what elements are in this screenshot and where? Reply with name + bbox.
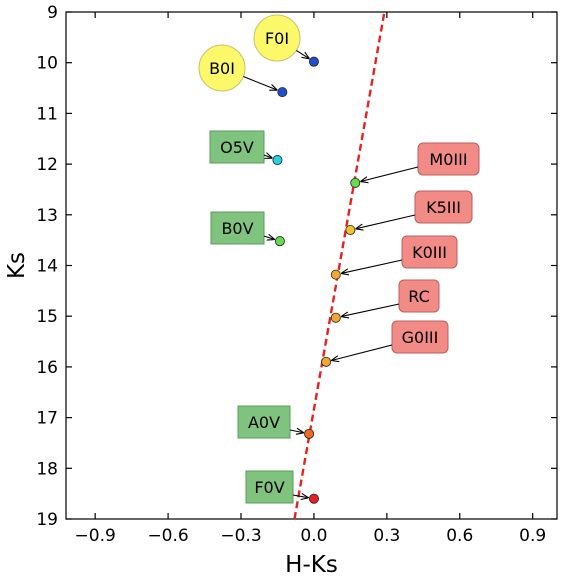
label-text-b0i: B0I [209, 59, 235, 78]
arrow-o5v [263, 155, 272, 158]
plot-area [65, 11, 558, 520]
annotation-g0iii: G0III [332, 320, 449, 360]
label-text-m0iii: M0III [429, 150, 467, 169]
x-tick-label: −0.3 [220, 526, 261, 546]
label-text-a0v: A0V [248, 413, 280, 432]
plot-frame [65, 11, 558, 520]
arrow-m0iii [361, 166, 419, 181]
y-tick-label: 10 [36, 54, 58, 74]
arrow-f0i [296, 49, 309, 58]
annotations: F0I B0I O5V M0III K5III B0V K0III RC G0III A0V F0V [198, 14, 480, 504]
y-tick-label: 16 [36, 358, 58, 378]
x-tick-label: 0.9 [519, 526, 546, 546]
x-tick-label: −0.6 [147, 526, 188, 546]
y-tick-label: 15 [36, 307, 58, 327]
annotation-m0iii: M0III [361, 142, 480, 181]
point-k5iii [345, 225, 356, 236]
label-box-b0i [198, 44, 246, 92]
label-text-f0i: F0I [265, 29, 289, 48]
label-box-rc [398, 279, 440, 313]
label-text-rc: RC [408, 287, 430, 306]
point-a0v [304, 428, 315, 439]
y-tick-label: 12 [36, 155, 58, 175]
x-axis-title: H-Ks [285, 552, 338, 578]
reddening-line-layer [293, 11, 386, 520]
label-text-k5iii: K5III [426, 198, 461, 217]
annotation-f0v: F0V [245, 470, 308, 504]
label-box-f0v [245, 470, 294, 504]
y-tick-label: 13 [36, 206, 58, 226]
y-axis: 9 10 11 12 13 14 15 16 17 18 19 [36, 3, 557, 530]
annotation-k0iii: K0III [342, 235, 458, 273]
point-rc [330, 312, 341, 323]
label-box-m0iii [417, 142, 480, 176]
label-text-g0iii: G0III [402, 328, 439, 347]
point-b0i [277, 87, 288, 98]
label-box-o5v [209, 130, 265, 164]
y-tick-label: 17 [36, 409, 58, 429]
x-axis: −0.9 −0.6 −0.3 0.0 0.3 0.6 0.9 [75, 12, 546, 546]
arrow-k0iii [342, 259, 403, 273]
y-tick-label: 18 [36, 459, 58, 479]
y-tick-label: 9 [47, 3, 58, 23]
point-g0iii [321, 356, 332, 367]
x-tick-label: 0.0 [300, 526, 327, 546]
annotation-k5iii: K5III [356, 190, 473, 229]
label-box-a0v [237, 405, 291, 439]
annotation-b0v: B0V [210, 211, 274, 245]
label-box-k0iii [401, 235, 458, 269]
y-tick-label: 14 [36, 257, 58, 277]
label-box-k5iii [414, 190, 473, 224]
annotation-a0v: A0V [237, 405, 303, 439]
x-tick-label: 0.6 [446, 526, 473, 546]
arrow-rc [342, 303, 400, 316]
arrow-k5iii [356, 214, 416, 229]
arrow-a0v [289, 430, 303, 433]
y-tick-label: 11 [36, 104, 58, 124]
x-tick-label: −0.9 [75, 526, 116, 546]
annotation-o5v: O5V [209, 130, 272, 164]
annotation-f0i: F0I [253, 14, 309, 62]
point-b0v [274, 236, 285, 247]
label-text-k0iii: K0III [412, 243, 447, 262]
annotation-b0i: B0I [198, 44, 277, 92]
y-axis-title: Ks [4, 252, 30, 279]
arrow-b0i [243, 76, 276, 90]
y-tick-label: 19 [36, 510, 58, 530]
label-text-f0v: F0V [254, 478, 284, 497]
label-box-f0i [253, 14, 301, 62]
markers [272, 56, 361, 504]
point-f0v [308, 493, 319, 504]
label-box-b0v [210, 211, 265, 245]
arrow-g0iii [332, 344, 393, 360]
reddening-line [293, 11, 386, 520]
arrow-f0v [292, 495, 308, 498]
x-tick-label: 0.3 [373, 526, 400, 546]
point-k0iii [330, 269, 341, 280]
label-box-g0iii [391, 320, 449, 354]
label-text-b0v: B0V [221, 219, 253, 238]
point-o5v [272, 155, 283, 166]
annotation-rc: RC [342, 279, 440, 316]
arrow-b0v [263, 236, 274, 239]
label-text-o5v: O5V [220, 138, 254, 157]
point-f0i [308, 56, 319, 67]
point-m0iii [350, 177, 361, 188]
